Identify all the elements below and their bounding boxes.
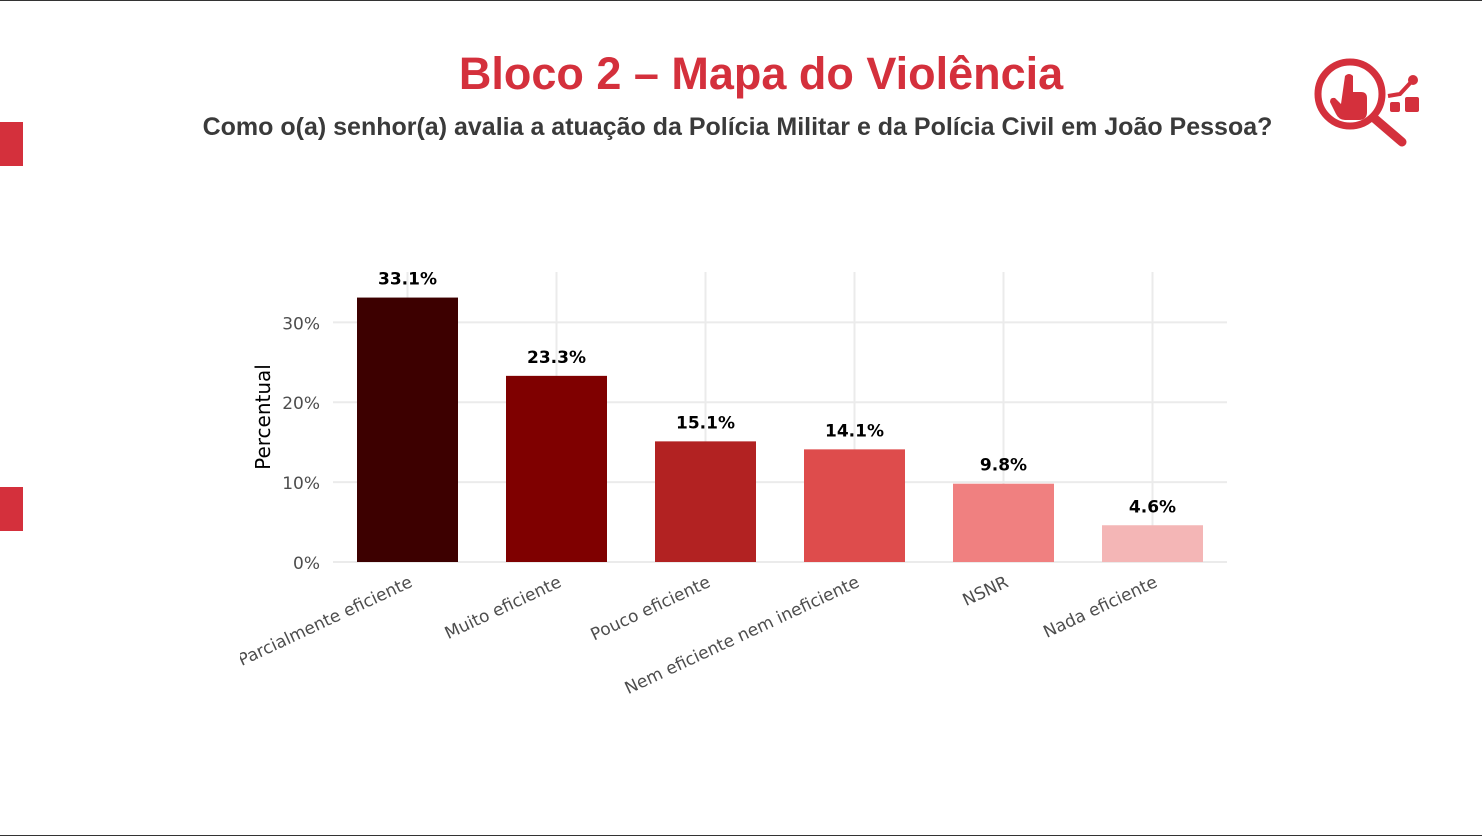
bar <box>357 297 458 562</box>
y-tick-label: 0% <box>293 554 320 574</box>
bars: 33.1% 23.3% 15.1% 14.1% 9.8% 4.6% <box>357 270 1203 562</box>
x-tick-label: Nada eficiente <box>1040 572 1160 642</box>
bar <box>506 375 607 562</box>
magnifier-hand-chart-icon <box>1314 58 1419 147</box>
y-tick-labels: 0% 10% 20% 30% <box>282 314 320 574</box>
grid-lines <box>333 272 1227 563</box>
x-tick-label: NSNR <box>960 572 1012 611</box>
data-label: 14.1% <box>825 421 884 441</box>
top-border <box>0 0 1482 1</box>
bar <box>1102 525 1203 562</box>
data-label: 33.1% <box>378 270 437 290</box>
data-label: 23.3% <box>527 348 586 368</box>
x-tick-label: Parcialmente eficiente <box>235 572 415 670</box>
data-label: 4.6% <box>1129 497 1176 517</box>
side-tab-marker <box>0 122 23 166</box>
page-subtitle: Como o(a) senhor(a) avalia a atuação da … <box>202 113 1273 141</box>
bar <box>953 483 1054 562</box>
data-label: 15.1% <box>676 413 735 433</box>
x-tick-labels: Parcialmente eficiente Muito eficiente Pou… <box>235 572 1161 699</box>
side-tab-marker <box>0 487 23 531</box>
page-title: Bloco 2 – Mapa do Violência <box>458 48 1064 99</box>
y-tick-label: 30% <box>282 314 320 334</box>
y-tick-label: 10% <box>282 474 320 494</box>
bar <box>804 449 905 562</box>
bar <box>655 441 756 562</box>
y-axis-label: Percentual <box>251 364 275 470</box>
x-tick-label: Pouco eficiente <box>588 572 714 645</box>
x-tick-label: Nem eficiente nem ineficiente <box>622 572 863 699</box>
x-tick-label: Muito eficiente <box>442 572 565 643</box>
y-tick-label: 20% <box>282 394 320 414</box>
data-label: 9.8% <box>980 456 1027 476</box>
